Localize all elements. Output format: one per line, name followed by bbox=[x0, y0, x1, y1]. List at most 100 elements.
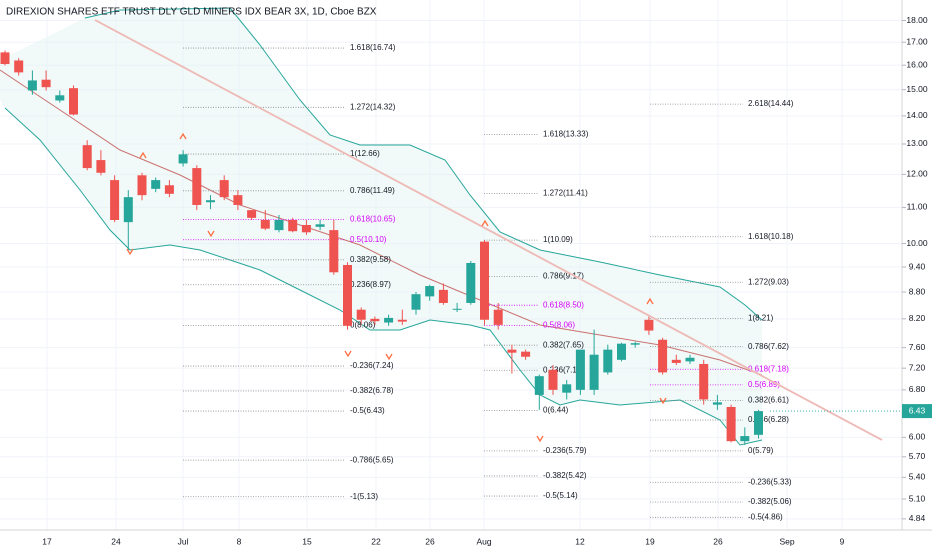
y-tick-label: 12.00 bbox=[906, 169, 928, 179]
candle-body bbox=[521, 351, 531, 357]
candle-body bbox=[274, 219, 284, 231]
fib-label: 0.786(11.49) bbox=[350, 186, 395, 195]
candle-body bbox=[562, 384, 572, 393]
x-tick-label: 12 bbox=[575, 536, 585, 546]
candle-body bbox=[411, 294, 421, 310]
candle-body bbox=[658, 339, 668, 373]
candle-body bbox=[123, 197, 133, 223]
fib-label: 1.272(11.41) bbox=[543, 189, 588, 198]
candle-body bbox=[110, 180, 120, 220]
candle-body bbox=[178, 154, 188, 164]
fib-label: -0.236(5.33) bbox=[748, 477, 792, 486]
fib-label: 1.618(13.33) bbox=[543, 130, 589, 139]
y-tick-label: 4.84 bbox=[909, 513, 926, 523]
candle-body bbox=[644, 319, 654, 331]
fib-label: 0.236(7.16) bbox=[543, 365, 584, 374]
fib-label: 2.618(14.44) bbox=[748, 99, 794, 108]
axes: 18.00 17.00 16.00 15.00 14.00 13.00 12.00 11.00… bbox=[42, 15, 932, 546]
y-tick-label: 6.80 bbox=[909, 384, 926, 394]
fib-label: 0(5.79) bbox=[748, 446, 774, 455]
y-tick-label: 5.10 bbox=[909, 493, 926, 503]
x-tick-label: 22 bbox=[371, 536, 381, 546]
fib-label: -1(5.13) bbox=[350, 492, 378, 501]
x-tick-label: 15 bbox=[302, 536, 312, 546]
fib-label: 0.236(6.28) bbox=[748, 415, 789, 424]
y-tick-label: 8.20 bbox=[909, 313, 926, 323]
candle-body bbox=[219, 180, 229, 198]
fib-label: 0.236(8.97) bbox=[350, 280, 391, 289]
fib-label: 1(12.66) bbox=[350, 149, 380, 158]
candle-body bbox=[617, 343, 626, 360]
fib-label: 0.618(8.50) bbox=[543, 300, 584, 309]
candle-body bbox=[370, 318, 380, 322]
x-tick-label: Sep bbox=[779, 536, 794, 546]
candle-body bbox=[260, 219, 270, 229]
candle-body bbox=[206, 200, 215, 203]
candle-body bbox=[534, 376, 544, 395]
grid bbox=[0, 0, 902, 530]
x-tick-label: Jul bbox=[178, 536, 189, 546]
candle-body bbox=[575, 349, 585, 390]
fib-label: -0.382(6.78) bbox=[350, 386, 394, 395]
fib-label: 0.382(9.58) bbox=[350, 255, 391, 264]
y-tick-label: 6.00 bbox=[909, 432, 926, 442]
candle-body bbox=[301, 225, 311, 233]
candle-body bbox=[27, 80, 37, 91]
candle-body bbox=[493, 309, 503, 325]
x-tick-label: 26 bbox=[425, 536, 435, 546]
band-fill bbox=[0, 8, 762, 445]
fib-label: -0.786(5.65) bbox=[350, 455, 394, 464]
x-tick-label: 17 bbox=[42, 536, 52, 546]
fib-label: 1.272(9.03) bbox=[748, 277, 789, 286]
candle-body bbox=[466, 262, 476, 303]
fib-label: 0.5(10.10) bbox=[350, 235, 387, 244]
candle-body bbox=[69, 88, 78, 115]
candle-body bbox=[480, 241, 489, 320]
candles bbox=[0, 50, 763, 446]
x-tick-label: 9 bbox=[840, 536, 845, 546]
candle-body bbox=[55, 95, 65, 101]
fib-label: -0.5(4.86) bbox=[748, 512, 783, 521]
fib-label: 0.786(7.62) bbox=[748, 342, 789, 351]
fib-label: 0.5(8.06) bbox=[543, 320, 575, 329]
candle-body bbox=[233, 195, 243, 205]
fib-label: 0.618(10.65) bbox=[350, 215, 396, 224]
fib-label: 1(10.09) bbox=[543, 235, 573, 244]
fib-label: 1.618(10.18) bbox=[748, 232, 794, 241]
trend-line-core bbox=[94, 19, 883, 441]
candle-body bbox=[164, 185, 174, 194]
fib-label: -0.382(5.42) bbox=[543, 471, 587, 480]
candle-body bbox=[192, 168, 202, 205]
down-marker bbox=[126, 248, 134, 256]
down-marker bbox=[344, 350, 352, 358]
last-price-box bbox=[902, 404, 932, 419]
x-tick-label: 26 bbox=[713, 536, 723, 546]
candle-body bbox=[685, 357, 695, 362]
candle-body bbox=[630, 343, 640, 345]
candle-body bbox=[329, 230, 339, 273]
fib-label: -0.5(5.14) bbox=[543, 491, 578, 500]
down-marker bbox=[207, 230, 215, 238]
candle-body bbox=[548, 369, 558, 390]
up-marker bbox=[646, 297, 654, 305]
fib-label: 1.272(14.32) bbox=[350, 102, 396, 111]
candle-body bbox=[726, 406, 736, 442]
candle-body bbox=[589, 354, 599, 390]
fib-label: -0.236(5.79) bbox=[543, 446, 587, 455]
y-tick-label: 7.20 bbox=[909, 362, 926, 372]
candle-body bbox=[740, 436, 750, 442]
candle-body bbox=[507, 349, 517, 353]
up-marker bbox=[481, 219, 489, 227]
y-tick-label: 17.00 bbox=[906, 36, 928, 46]
down-marker bbox=[385, 353, 393, 361]
fib-label: 0(6.44) bbox=[543, 406, 569, 415]
fib-label: 1.618(16.74) bbox=[350, 43, 396, 52]
candle-body bbox=[356, 309, 366, 320]
fib-levels: 1.618(16.74) 1.272(14.32) 1(12.66) 0.786(11… bbox=[183, 43, 794, 521]
y-tick-label: 11.00 bbox=[907, 202, 928, 212]
y-tick-label: 7.60 bbox=[909, 342, 926, 352]
signal-markers bbox=[126, 132, 667, 443]
fib-label: 0.618(7.18) bbox=[748, 364, 789, 373]
